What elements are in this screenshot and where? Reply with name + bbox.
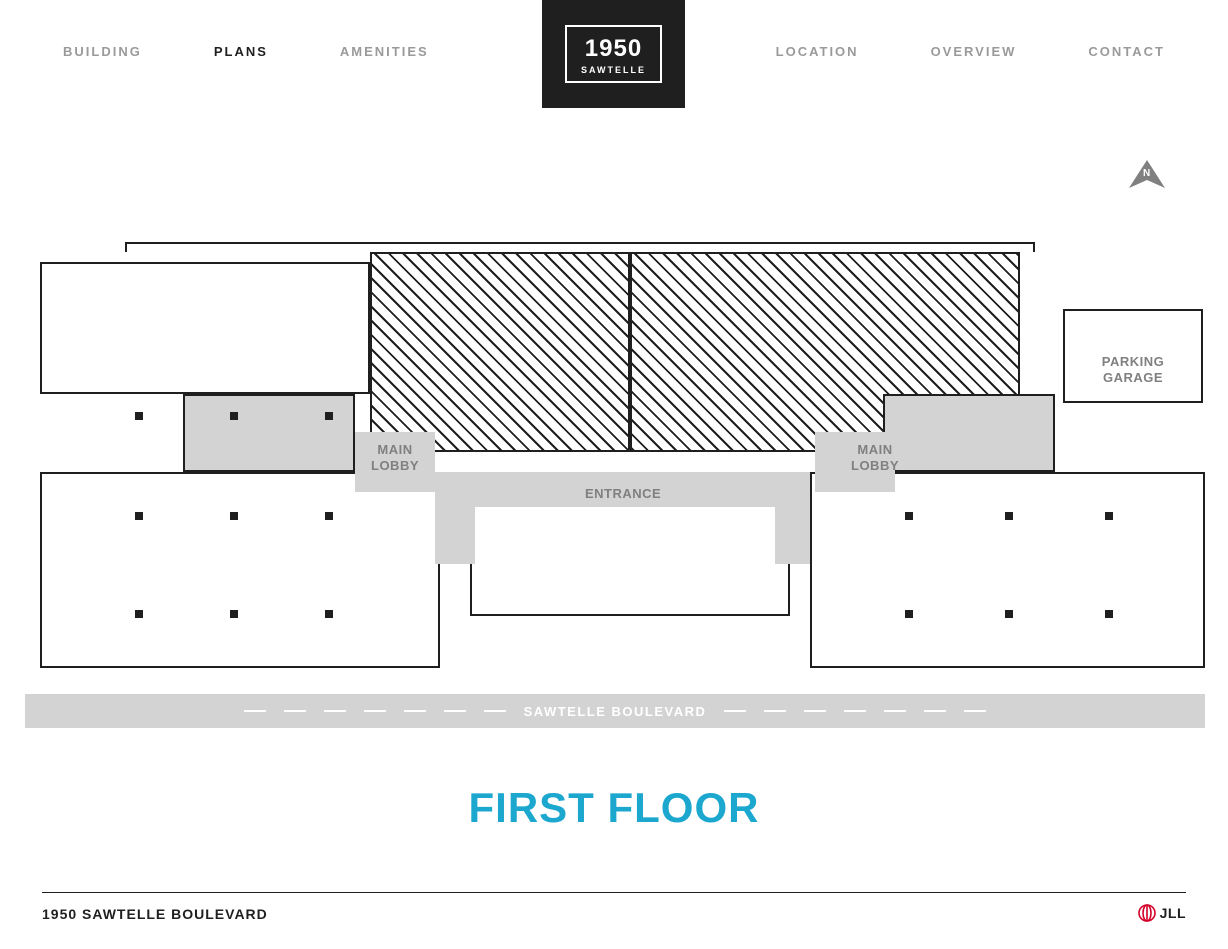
suite-150-label: SUITE 150 5,057 RSF: [165, 328, 277, 383]
nav-building[interactable]: BUILDING: [63, 44, 142, 59]
column-tick: [325, 610, 333, 618]
column-tick: [325, 412, 333, 420]
nav-location[interactable]: LOCATION: [776, 44, 859, 59]
nav-left: BUILDING PLANS AMENITIES: [63, 44, 429, 59]
street-dash: [964, 710, 986, 712]
column-tick: [905, 610, 913, 618]
jll-logo[interactable]: JLL: [1138, 904, 1186, 922]
column-tick: [1105, 610, 1113, 618]
column-tick: [230, 512, 238, 520]
logo-year: 1950: [581, 37, 646, 61]
compass-icon: N: [1129, 160, 1165, 196]
street-dash: [404, 710, 426, 712]
street-strip: SAWTELLE BOULEVARD: [25, 694, 1205, 728]
logo[interactable]: 1950 SAWTELLE: [542, 0, 685, 108]
column-tick: [230, 412, 238, 420]
lobby-label-right: MAIN LOBBY: [843, 442, 907, 475]
lobby-label-left: MAIN LOBBY: [363, 442, 427, 475]
plan-top-outline: [125, 242, 1035, 252]
jll-icon: [1138, 904, 1156, 922]
column-tick: [135, 412, 143, 420]
column-tick: [1105, 512, 1113, 520]
street-dash: [804, 710, 826, 712]
suite-100-label: SUITE 100 9,054 RSF: [985, 534, 1097, 589]
street-dash: [884, 710, 906, 712]
floor-title: FIRST FLOOR: [0, 784, 1228, 832]
elevator-core-left: [183, 394, 355, 472]
nav-contact[interactable]: CONTACT: [1088, 44, 1165, 59]
nav-right: LOCATION OVERVIEW CONTACT: [776, 44, 1165, 59]
garage-label: PARKING GARAGE: [1093, 354, 1173, 387]
nav-overview[interactable]: OVERVIEW: [931, 44, 1017, 59]
entrance-canopy: [470, 564, 790, 616]
leased-area-left: [370, 252, 630, 452]
top-nav: BUILDING PLANS AMENITIES 1950 SAWTELLE LOC…: [0, 0, 1228, 108]
entrance-inset: [475, 507, 775, 564]
column-tick: [1005, 610, 1013, 618]
street-dash: [924, 710, 946, 712]
street-dash: [364, 710, 386, 712]
street-dash: [844, 710, 866, 712]
street-dash: [284, 710, 306, 712]
column-tick: [1005, 512, 1013, 520]
logo-sub: SAWTELLE: [581, 65, 646, 75]
street-dash: [444, 710, 466, 712]
column-tick: [135, 512, 143, 520]
street-dash: [724, 710, 746, 712]
street-dash: [484, 710, 506, 712]
column-tick: [905, 512, 913, 520]
column-tick: [325, 512, 333, 520]
column-tick: [135, 610, 143, 618]
street-dash: [324, 710, 346, 712]
street-dash: [764, 710, 786, 712]
footer-rule: [42, 892, 1186, 893]
entrance-label: ENTRANCE: [585, 486, 661, 502]
footer-address: 1950 SAWTELLE BOULEVARD: [42, 906, 268, 922]
street-dash: [244, 710, 266, 712]
column-tick: [230, 610, 238, 618]
elevator-core-right: [883, 394, 1055, 472]
nav-amenities[interactable]: AMENITIES: [340, 44, 429, 59]
suite-175-label: SUITE 175 8,404 RSF: [165, 534, 277, 589]
nav-plans[interactable]: PLANS: [214, 44, 268, 59]
street-name: SAWTELLE BOULEVARD: [524, 704, 707, 719]
floor-plan: SUITE 150 5,057 RSF SUITE 175 8,404 RSF …: [25, 232, 1205, 670]
